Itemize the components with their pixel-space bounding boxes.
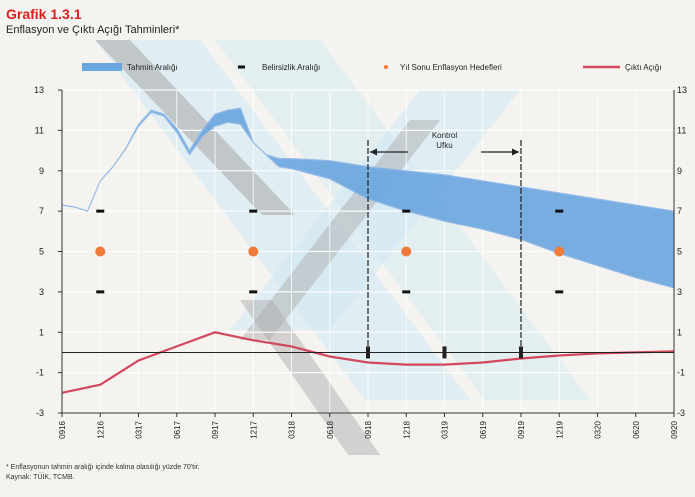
y-tick-label-right: 13 <box>677 85 687 95</box>
x-tick-label: 0318 <box>288 420 297 438</box>
uncertainty-marker <box>96 290 105 294</box>
x-tick-label: 0919 <box>517 420 526 438</box>
legend-swatch-band <box>82 63 122 71</box>
chart-subtitle: Enflasyon ve Çıktı Açığı Tahminleri* <box>6 24 180 36</box>
x-tick-label: 1216 <box>96 420 105 438</box>
legend-swatch-uncertainty <box>238 65 245 69</box>
x-tick-label: 1219 <box>555 420 564 438</box>
y-tick-label-left: 11 <box>35 125 44 135</box>
y-tick-label-left: 3 <box>39 287 44 297</box>
y-tick-label-left: -3 <box>36 408 44 418</box>
inflation-target-point <box>401 246 412 257</box>
uncertainty-marker <box>402 290 411 294</box>
output-gap-line <box>61 331 675 394</box>
inflation-target-point <box>248 246 259 257</box>
x-tick-label: 0916 <box>58 420 67 438</box>
x-tick-label: 0920 <box>670 420 679 438</box>
watermark-band-blue-3 <box>230 90 520 330</box>
uncertainty-marker <box>402 209 411 213</box>
control-horizon-label-line2: Ufku <box>436 141 452 150</box>
y-tick-label-right: 11 <box>677 125 686 135</box>
x-tick-label: 0320 <box>594 420 603 438</box>
legend-label-output-gap: Çıktı Açığı <box>625 63 661 72</box>
y-tick-label-right: 3 <box>677 287 682 297</box>
y-tick-label-left: 1 <box>39 327 44 337</box>
x-tick-label: 1217 <box>249 420 258 438</box>
inflation-target-point <box>95 246 106 257</box>
uncertainty-marker <box>96 209 105 213</box>
chart-title: Grafik 1.3.1 <box>6 6 82 22</box>
footnote-source: Kaynak: TÜİK, TCMB. <box>6 474 75 481</box>
y-tick-label-right: -3 <box>677 408 685 418</box>
background-watermark <box>95 40 590 455</box>
legend-label-target: Yıl Sonu Enflasyon Hedefleri <box>400 63 502 72</box>
horizon-tick-marker <box>519 346 523 359</box>
horizon-arrowhead-right <box>512 148 519 156</box>
y-tick-label-right: 5 <box>677 247 682 257</box>
legend-swatch-target <box>384 65 388 69</box>
horizon-tick-marker <box>366 346 370 359</box>
y-tick-label-left: 5 <box>39 247 44 257</box>
y-tick-label-left: 9 <box>39 166 44 176</box>
y-tick-label-left: -1 <box>36 368 44 378</box>
x-tick-label: 0918 <box>364 420 373 438</box>
y-tick-label-left: 13 <box>34 85 44 95</box>
x-tick-label: 0619 <box>479 420 488 438</box>
inflation-target-point <box>554 246 565 257</box>
footnote-probability: * Enflasyonun tahmin aralığı içinde kalm… <box>6 464 200 471</box>
x-tick-label: 1218 <box>402 420 411 438</box>
horizon-tick-marker <box>442 346 447 359</box>
uncertainty-marker <box>249 209 258 213</box>
x-tick-label: 0317 <box>135 420 144 438</box>
x-tick-label: 0319 <box>441 420 450 438</box>
y-tick-label-right: 9 <box>677 166 682 176</box>
y-tick-label-right: 7 <box>677 206 682 216</box>
footnotes: * Enflasyonun tahmin aralığı içinde kalm… <box>6 463 200 483</box>
uncertainty-marker <box>555 290 564 294</box>
y-tick-label-left: 7 <box>39 206 44 216</box>
control-horizon-label-line1: Kontrol <box>432 131 458 140</box>
legend-label-uncertainty: Belirsizlik Aralığı <box>262 63 320 72</box>
y-tick-label-right: -1 <box>677 368 685 378</box>
x-tick-label: 0917 <box>211 420 220 438</box>
uncertainty-marker <box>249 290 258 294</box>
horizon-arrowhead-left <box>370 148 377 156</box>
uncertainty-marker <box>555 209 564 213</box>
watermark-band-gray-3 <box>240 300 380 455</box>
x-tick-label: 0617 <box>173 420 182 438</box>
x-tick-label: 0618 <box>326 420 335 438</box>
legend: Tahmin Aralığı Belirsizlik Aralığı Yıl Son… <box>82 63 661 72</box>
legend-label-band: Tahmin Aralığı <box>127 63 178 72</box>
y-tick-label-right: 1 <box>677 327 682 337</box>
x-tick-label: 0620 <box>632 420 641 438</box>
